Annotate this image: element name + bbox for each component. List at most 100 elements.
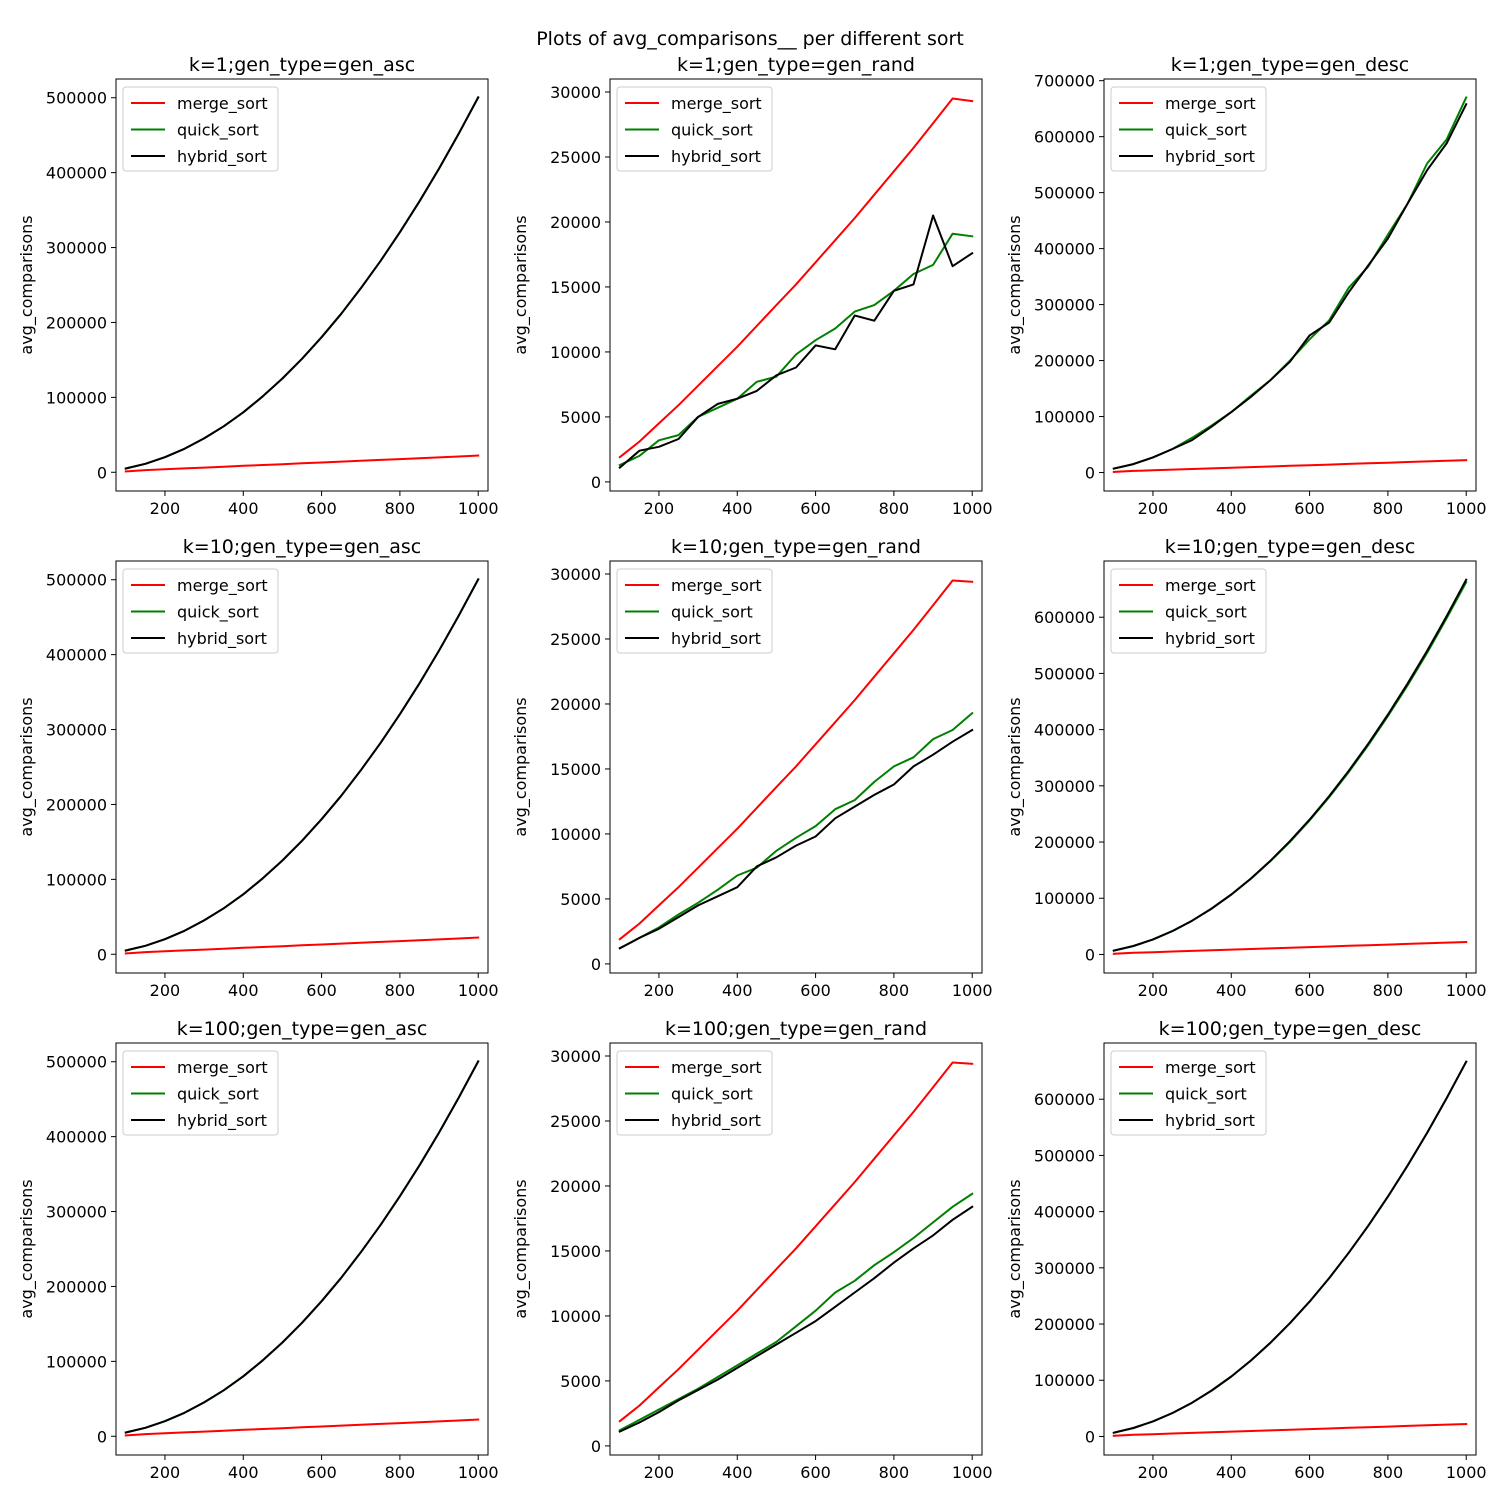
x-tick-label: 200: [644, 1463, 675, 1482]
legend-label: hybrid_sort: [671, 147, 761, 167]
x-tick-label: 1000: [952, 499, 993, 518]
x-tick-label: 600: [1294, 981, 1325, 1000]
legend-label: quick_sort: [671, 121, 753, 141]
y-tick-label: 25000: [550, 630, 601, 649]
legend-label: quick_sort: [1165, 121, 1247, 141]
x-tick-label: 200: [150, 1463, 181, 1482]
x-tick-label: 200: [1138, 499, 1169, 518]
y-axis-label: avg_comparisons: [511, 697, 531, 836]
y-tick-label: 30000: [550, 83, 601, 102]
plot-area: [618, 97, 974, 470]
legend: merge_sort quick_sort hybrid_sort: [616, 86, 773, 172]
y-tick-label: 20000: [550, 213, 601, 232]
series-line-merge-sort: [618, 1061, 974, 1423]
y-tick-label: 10000: [550, 1307, 601, 1326]
x-tick-label: 800: [879, 499, 910, 518]
subplot-title: k=100;gen_type=gen_rand: [665, 1018, 927, 1040]
y-tick-label: 0: [1085, 1427, 1095, 1446]
y-tick-label: 200000: [46, 795, 107, 814]
series-line-merge-sort: [124, 454, 480, 473]
subplot-5: k=10;gen_type=gen_rand avg_comparisons 200…: [511, 536, 993, 1000]
y-tick-label: 500000: [1034, 1146, 1095, 1165]
x-tick-label: 600: [306, 981, 337, 1000]
series-line-merge-sort: [124, 936, 480, 955]
legend: merge_sort quick_sort hybrid_sort: [616, 1050, 773, 1136]
legend-label: hybrid_sort: [671, 629, 761, 649]
series-line-hybrid-sort: [618, 728, 974, 950]
legend-label: hybrid_sort: [177, 1111, 267, 1131]
x-tick-label: 800: [879, 981, 910, 1000]
y-axis-label: avg_comparisons: [511, 1179, 531, 1318]
series-line-hybrid-sort: [1112, 1060, 1468, 1434]
x-tick-label: 200: [150, 499, 181, 518]
y-tick-label: 30000: [550, 565, 601, 584]
legend-label: merge_sort: [671, 94, 762, 114]
y-tick-label: 5000: [560, 1372, 601, 1391]
x-tick-label: 400: [1216, 1463, 1247, 1482]
x-tick-label: 200: [1138, 1463, 1169, 1482]
series-line-quick-sort: [618, 232, 974, 467]
x-tick-label: 400: [1216, 499, 1247, 518]
y-axis-label: avg_comparisons: [17, 1179, 37, 1318]
legend-box: [616, 1050, 773, 1136]
legend-label: merge_sort: [1165, 1058, 1256, 1078]
x-tick-label: 400: [228, 499, 259, 518]
y-axis-label: avg_comparisons: [511, 215, 531, 354]
y-axis-label: avg_comparisons: [1005, 697, 1025, 836]
x-tick-label: 800: [1373, 499, 1404, 518]
y-tick-label: 20000: [550, 695, 601, 714]
subplot-4: k=10;gen_type=gen_asc avg_comparisons 200 4…: [17, 536, 499, 1000]
y-tick-label: 300000: [46, 721, 107, 740]
legend: merge_sort quick_sort hybrid_sort: [122, 1050, 279, 1136]
y-tick-label: 500000: [46, 1053, 107, 1072]
y-axis-label: avg_comparisons: [1005, 1179, 1025, 1318]
y-tick-label: 200000: [46, 313, 107, 332]
x-tick-label: 600: [800, 1463, 831, 1482]
y-tick-label: 0: [1085, 464, 1095, 483]
plot-area: [1112, 1060, 1468, 1437]
subplot-grid: k=1;gen_type=gen_asc avg_comparisons 200 40…: [17, 54, 1487, 1482]
plot-area: [618, 579, 974, 950]
x-tick-label: 600: [1294, 499, 1325, 518]
series-line-merge-sort: [124, 1418, 480, 1437]
subplot-title: k=100;gen_type=gen_desc: [1159, 1018, 1422, 1040]
legend-label: quick_sort: [1165, 1085, 1247, 1105]
axes-frame: [609, 78, 983, 492]
subplot-title: k=10;gen_type=gen_rand: [671, 536, 921, 558]
legend: merge_sort quick_sort hybrid_sort: [616, 568, 773, 654]
y-tick-label: 20000: [550, 1177, 601, 1196]
axes-frame: [115, 560, 489, 974]
series-line-hybrid-sort: [1112, 102, 1468, 470]
subplot-9: k=100;gen_type=gen_desc avg_comparisons 20…: [1005, 1018, 1487, 1482]
x-tick-label: 800: [385, 981, 416, 1000]
legend-box: [122, 1050, 279, 1136]
subplot-title: k=10;gen_type=gen_desc: [1165, 536, 1416, 558]
legend-label: hybrid_sort: [1165, 1111, 1255, 1131]
y-tick-label: 5000: [560, 408, 601, 427]
x-tick-label: 600: [306, 1463, 337, 1482]
x-tick-label: 800: [385, 1463, 416, 1482]
y-tick-label: 15000: [550, 1242, 601, 1261]
legend-label: merge_sort: [177, 576, 268, 596]
x-tick-label: 600: [800, 499, 831, 518]
axes-frame: [1103, 560, 1477, 974]
y-tick-label: 0: [97, 1427, 107, 1446]
y-tick-label: 600000: [1034, 1090, 1095, 1109]
y-tick-label: 400000: [1034, 1203, 1095, 1222]
y-tick-label: 300000: [46, 1203, 107, 1222]
x-tick-label: 800: [1373, 1463, 1404, 1482]
y-tick-label: 0: [591, 1437, 601, 1456]
legend-label: quick_sort: [671, 1085, 753, 1105]
subplot-6: k=10;gen_type=gen_desc avg_comparisons 200…: [1005, 536, 1487, 1000]
legend-label: hybrid_sort: [177, 629, 267, 649]
series-line-merge-sort: [618, 97, 974, 459]
y-tick-label: 25000: [550, 1112, 601, 1131]
series-line-merge-sort: [1112, 459, 1468, 473]
x-tick-label: 400: [228, 981, 259, 1000]
x-tick-label: 1000: [458, 1463, 499, 1482]
y-tick-label: 200000: [1034, 352, 1095, 371]
subplot-1: k=1;gen_type=gen_asc avg_comparisons 200 40…: [17, 54, 499, 518]
legend: merge_sort quick_sort hybrid_sort: [122, 568, 279, 654]
plot-area: [618, 1061, 974, 1433]
plot-area: [1112, 96, 1468, 473]
